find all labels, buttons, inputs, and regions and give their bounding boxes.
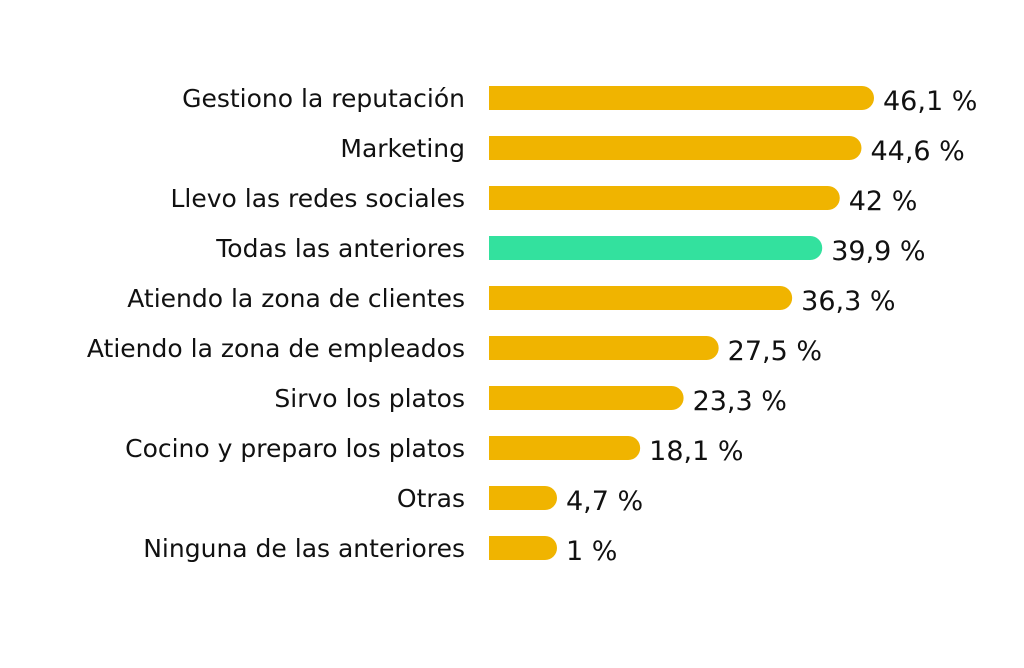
category-label-10: Ninguna de las anteriores (143, 534, 465, 563)
bar-5 (489, 286, 793, 310)
bar-3 (489, 186, 840, 210)
value-label-4: 39,9 % (831, 236, 925, 267)
bars-layer (489, 86, 874, 560)
value-label-5: 36,3 % (801, 286, 895, 317)
category-label-8: Cocino y preparo los platos (125, 434, 465, 463)
bar-4 (489, 236, 823, 260)
category-label-6: Atiendo la zona de empleados (87, 334, 465, 363)
bar-7 (489, 386, 684, 410)
bar-9 (489, 486, 557, 510)
value-label-8: 18,1 % (649, 436, 743, 467)
value-label-9: 4,7 % (566, 486, 643, 517)
bar-2 (489, 136, 862, 160)
value-label-1: 46,1 % (883, 86, 977, 117)
value-label-10: 1 % (566, 536, 617, 567)
category-labels: Gestiono la reputación Marketing Llevo las… (87, 84, 465, 563)
bar-8 (489, 436, 641, 460)
category-label-4: Todas las anteriores (215, 234, 465, 263)
bar-6 (489, 336, 719, 360)
value-label-6: 27,5 % (728, 336, 822, 367)
category-label-1: Gestiono la reputación (182, 84, 465, 113)
value-labels: 46,1 % 44,6 % 42 % 39,9 % 36,3 % 27,5 % 23,3 %… (566, 86, 977, 567)
category-label-2: Marketing (340, 134, 465, 163)
bar-10 (489, 536, 557, 560)
bar-1 (489, 86, 874, 110)
category-label-3: Llevo las redes sociales (170, 184, 465, 213)
category-label-7: Sirvo los platos (274, 384, 465, 413)
category-label-5: Atiendo la zona de clientes (127, 284, 465, 313)
value-label-7: 23,3 % (693, 386, 787, 417)
value-label-3: 42 % (849, 186, 918, 217)
category-label-9: Otras (397, 484, 465, 513)
value-label-2: 44,6 % (870, 136, 964, 167)
